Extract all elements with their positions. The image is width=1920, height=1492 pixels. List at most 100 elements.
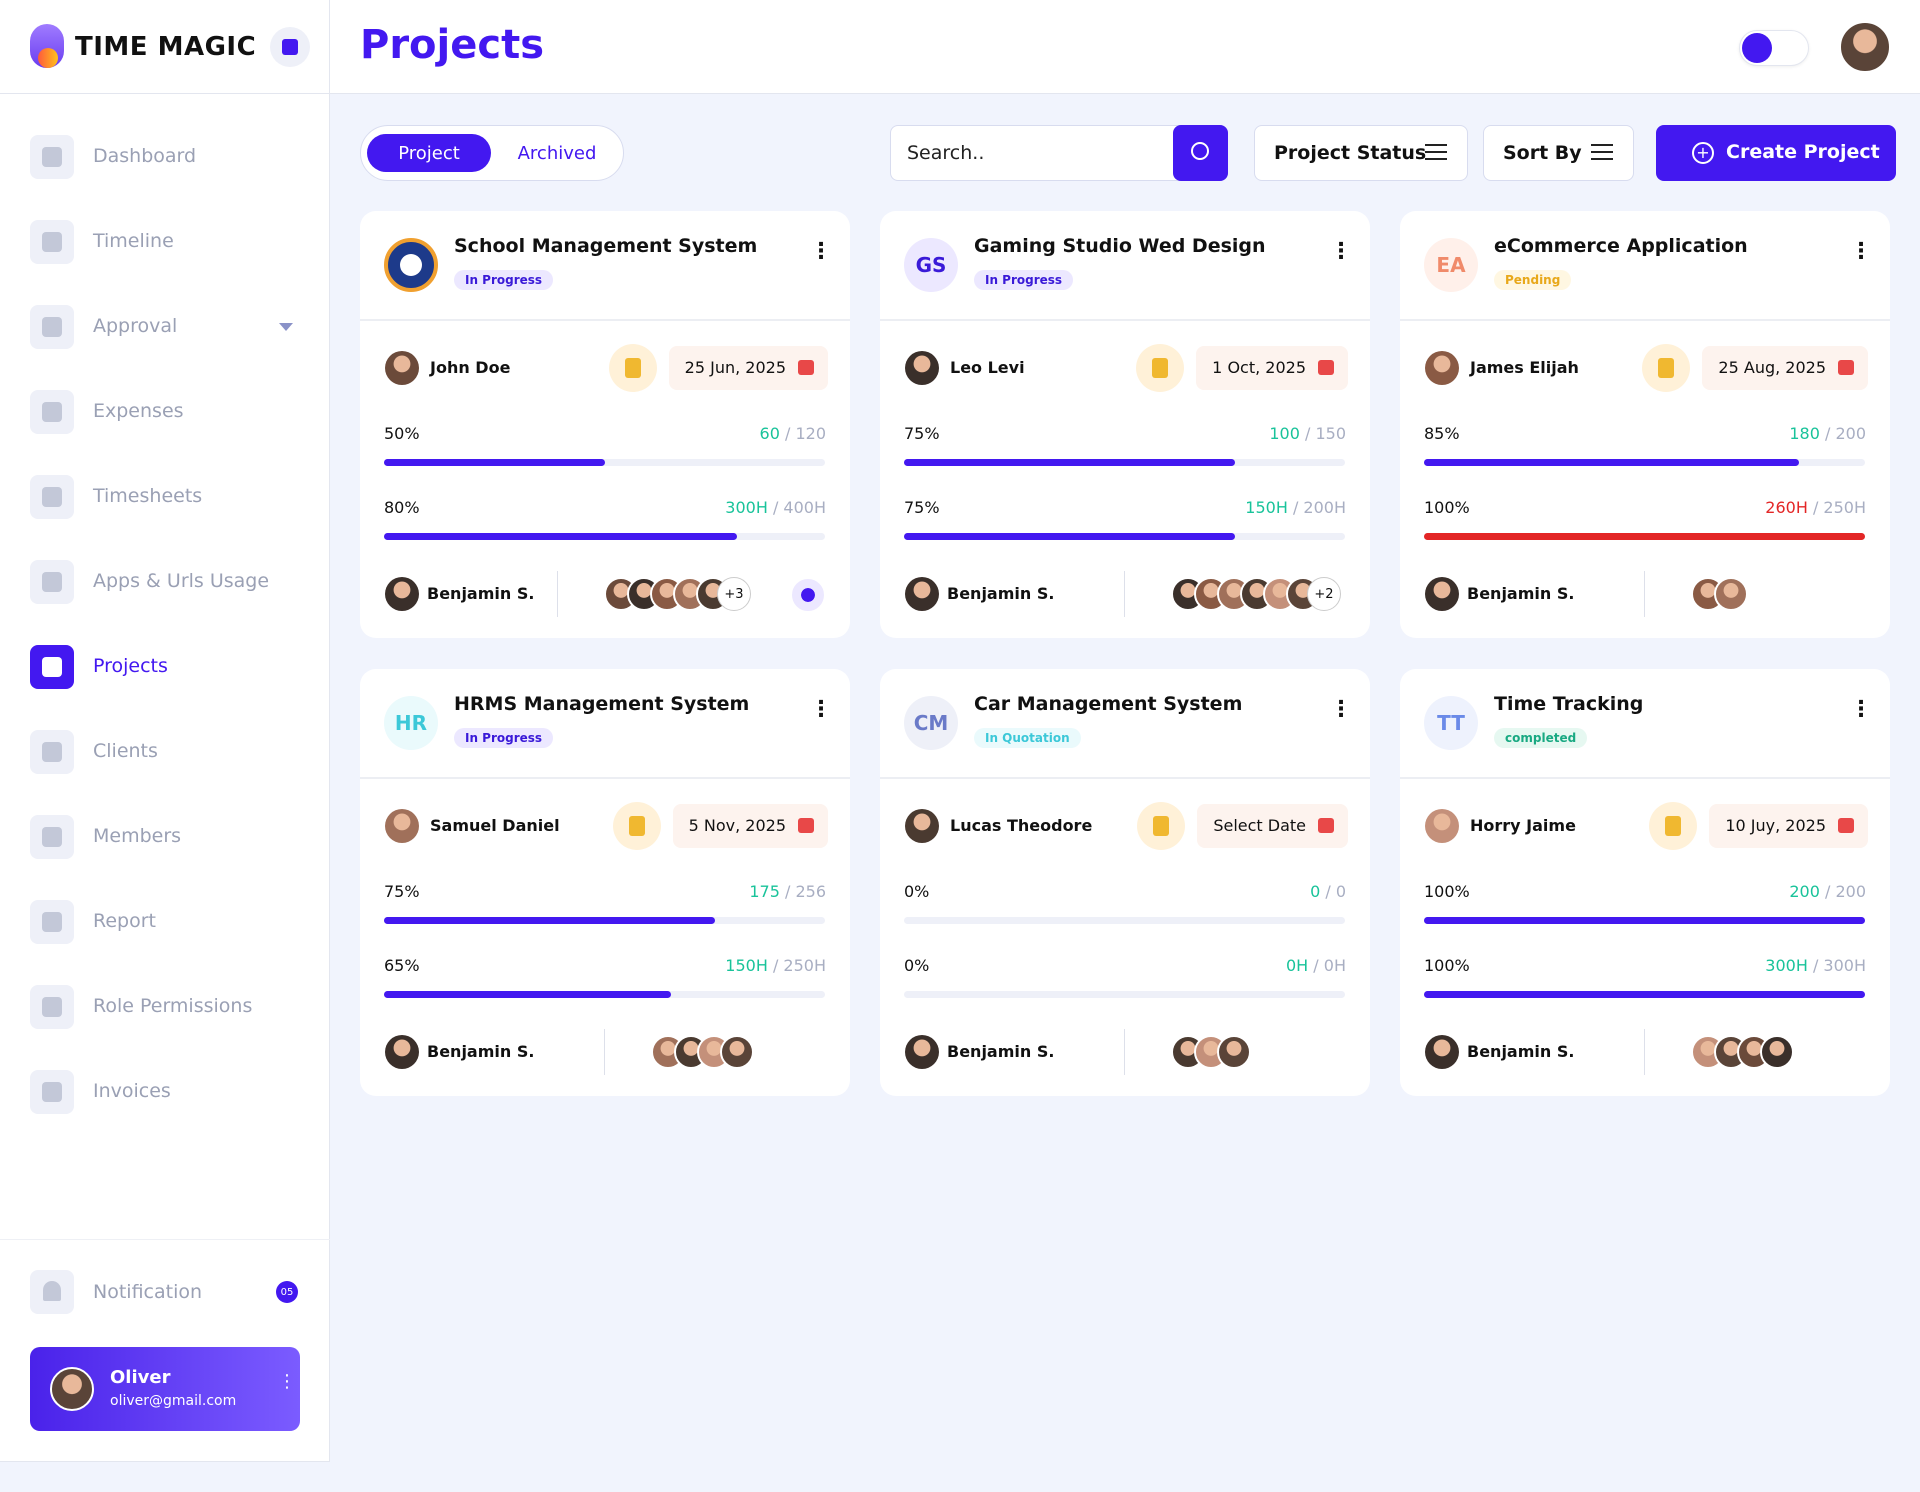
separator: / xyxy=(1819,424,1836,443)
page-title: Projects xyxy=(360,22,545,68)
tab[interactable]: Archived xyxy=(517,142,597,164)
sidebar: TIME MAGIC Dashboard Timeline Approval Expen… xyxy=(0,0,330,1462)
separator: / xyxy=(767,498,784,517)
avatar[interactable] xyxy=(1839,21,1891,73)
card-menu[interactable]: ⋮ xyxy=(1850,697,1872,722)
owner-name: Lucas Theodore xyxy=(950,816,1093,835)
bell-glyph xyxy=(43,1281,61,1301)
user-menu[interactable]: ⋮ xyxy=(278,1371,296,1392)
nav-item[interactable]: Apps & Urls Usage xyxy=(0,552,330,612)
progress-total: 150 xyxy=(1315,424,1346,443)
date-pill[interactable]: 25 Aug, 2025 xyxy=(1702,346,1868,390)
nav-item[interactable]: Dashboard xyxy=(0,127,330,187)
note-button[interactable] xyxy=(1136,344,1184,392)
note-button[interactable] xyxy=(613,802,661,850)
team-more: +3 xyxy=(717,577,751,611)
card-menu[interactable]: ⋮ xyxy=(1330,239,1352,264)
card-menu[interactable]: ⋮ xyxy=(1850,239,1872,264)
nav-item[interactable]: Role Permissions xyxy=(0,977,330,1037)
search-glyph xyxy=(1191,142,1209,160)
nav-glyph xyxy=(42,912,62,932)
notification-label[interactable]: Notification xyxy=(93,1281,203,1303)
progress-track xyxy=(384,459,825,466)
open-button[interactable] xyxy=(792,579,824,611)
progress-count: 300H / 300H xyxy=(1765,956,1866,975)
footer-divider xyxy=(1124,1029,1125,1075)
note-button[interactable] xyxy=(609,344,657,392)
note-button[interactable] xyxy=(1137,802,1185,850)
progress-bar xyxy=(1424,533,1865,540)
nav-item[interactable]: Invoices xyxy=(0,1062,330,1122)
project-card[interactable]: GS Gaming Studio Wed Design In Progress ⋮ Le… xyxy=(880,211,1370,638)
date-pill[interactable]: 25 Jun, 2025 xyxy=(668,346,828,390)
card-menu[interactable]: ⋮ xyxy=(810,239,832,264)
project-card[interactable]: HR HRMS Management System In Progress ⋮ Samu… xyxy=(360,669,850,1096)
progress-percent: 75% xyxy=(384,882,420,901)
progress-percent: 75% xyxy=(904,424,940,443)
user-name: Oliver xyxy=(110,1367,171,1388)
nav-item[interactable]: Members xyxy=(0,807,330,867)
separator: / xyxy=(1807,956,1824,975)
avatar xyxy=(1425,351,1459,385)
progress-bar xyxy=(1424,459,1799,466)
nav-label: Projects xyxy=(93,655,168,677)
progress-percent: 0% xyxy=(904,882,930,901)
nav-glyph xyxy=(42,317,62,337)
project-initials: CM xyxy=(904,696,958,750)
theme-toggle[interactable] xyxy=(1739,30,1809,66)
nav-item[interactable]: Timeline xyxy=(0,212,330,272)
progress-total: 200 xyxy=(1835,424,1866,443)
project-card[interactable]: CM Car Management System In Quotation ⋮ Luca… xyxy=(880,669,1370,1096)
avatar xyxy=(1217,1035,1251,1069)
separator: / xyxy=(1287,498,1304,517)
notification-badge: 05 xyxy=(276,1281,298,1303)
date-pill[interactable]: 1 Oct, 2025 xyxy=(1196,346,1348,390)
nav-item[interactable]: Approval xyxy=(0,297,330,357)
progress-bar xyxy=(904,459,1235,466)
project-card[interactable]: TT Time Tracking completed ⋮ Horry Jaime 10 J… xyxy=(1400,669,1890,1096)
nav-item[interactable]: Timesheets xyxy=(0,467,330,527)
nav-glyph xyxy=(42,742,62,762)
progress-bar xyxy=(904,533,1235,540)
nav-label: Timesheets xyxy=(93,485,203,507)
card-divider xyxy=(1400,319,1890,321)
progress-done: 0 xyxy=(1310,882,1321,901)
search-box[interactable]: Search.. xyxy=(890,125,1228,181)
note-button[interactable] xyxy=(1642,344,1690,392)
nav-label: Approval xyxy=(93,315,178,337)
user-card[interactable]: Oliver oliver@gmail.com ⋮ xyxy=(30,1347,300,1431)
tab-active[interactable]: Project xyxy=(367,134,491,172)
nav-item[interactable]: Expenses xyxy=(0,382,330,442)
avatar xyxy=(385,577,419,611)
nav-item[interactable]: Report xyxy=(0,892,330,952)
progress-total: 300H xyxy=(1823,956,1866,975)
progress-total: 120 xyxy=(795,424,826,443)
project-card[interactable]: EA eCommerce Application Pending ⋮ James Eli… xyxy=(1400,211,1890,638)
project-card[interactable]: School Management System In Progress ⋮ John… xyxy=(360,211,850,638)
separator: / xyxy=(1308,956,1324,975)
project-name: Car Management System xyxy=(974,693,1243,715)
note-button[interactable] xyxy=(1649,802,1697,850)
card-menu[interactable]: ⋮ xyxy=(1330,697,1352,722)
team-avatars: +2 xyxy=(1169,575,1409,613)
nav-item[interactable]: Projects xyxy=(0,637,330,697)
filter-button[interactable]: Sort By xyxy=(1483,125,1634,181)
status-badge: In Progress xyxy=(454,270,554,290)
collapse-glyph xyxy=(282,39,298,55)
date-pill[interactable]: 5 Nov, 2025 xyxy=(672,804,828,848)
separator: / xyxy=(1299,424,1316,443)
nav-glyph xyxy=(42,232,62,252)
filter-glyph xyxy=(1425,158,1447,160)
filter-button[interactable]: Project Status xyxy=(1254,125,1468,181)
progress-count: 260H / 250H xyxy=(1765,498,1866,517)
nav-glyph xyxy=(42,402,62,422)
create-button[interactable]: + Create Project xyxy=(1656,125,1896,181)
date-pill[interactable]: Select Date xyxy=(1197,804,1348,848)
filter-label: Sort By xyxy=(1503,142,1582,164)
card-menu[interactable]: ⋮ xyxy=(810,697,832,722)
filter-glyph xyxy=(1591,158,1613,160)
date-pill[interactable]: 10 Juy, 2025 xyxy=(1709,804,1868,848)
nav-glyph xyxy=(42,657,62,677)
nav-item[interactable]: Clients xyxy=(0,722,330,782)
search-button[interactable] xyxy=(1173,125,1228,181)
